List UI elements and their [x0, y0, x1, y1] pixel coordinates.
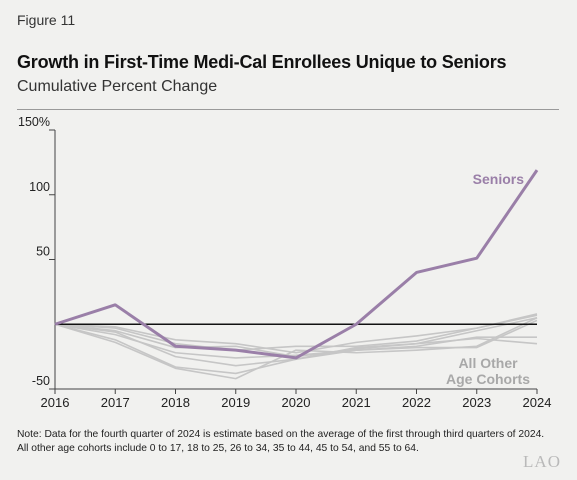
x-tick-label: 2017 [101, 395, 130, 410]
y-tick-label: 100 [29, 180, 50, 194]
title-divider [17, 109, 559, 110]
chart-note: Note: Data for the fourth quarter of 202… [17, 428, 567, 456]
note-line-1: Note: Data for the fourth quarter of 202… [17, 429, 545, 440]
x-tick-label: 2016 [41, 395, 70, 410]
x-tick-label: 2023 [462, 395, 491, 410]
seniors-label: Seniors [473, 171, 525, 187]
x-tick-label: 2021 [342, 395, 371, 410]
x-tick-label: 2022 [402, 395, 431, 410]
x-tick-label: 2018 [161, 395, 190, 410]
x-tick-label: 2019 [221, 395, 250, 410]
series-line-cohort-1 [54, 314, 538, 354]
note-line-2: All other age cohorts include 0 to 17, 1… [17, 443, 419, 454]
y-tick-label: 50 [36, 245, 50, 259]
line-chart: -50 50 100 150% 2016 2017 2018 2019 2020 2021 2022… [18, 115, 552, 410]
series-line-cohort-4 [54, 313, 538, 351]
figure-label: Figure 11 [17, 12, 76, 28]
series-line-seniors [54, 169, 539, 360]
chart-title: Growth in First-Time Medi-Cal Enrollees … [17, 52, 507, 72]
lao-logo: LAO [523, 452, 561, 471]
other-cohorts-label-line-1: All Other [458, 355, 518, 371]
y-tick-label: -50 [32, 374, 50, 388]
y-tick-label: 150% [18, 115, 50, 129]
chart-subtitle: Cumulative Percent Change [17, 78, 218, 95]
x-tick-label: 2020 [282, 395, 311, 410]
x-tick-label: 2024 [523, 395, 552, 410]
other-cohorts-label-line-2: Age Cohorts [446, 371, 530, 387]
